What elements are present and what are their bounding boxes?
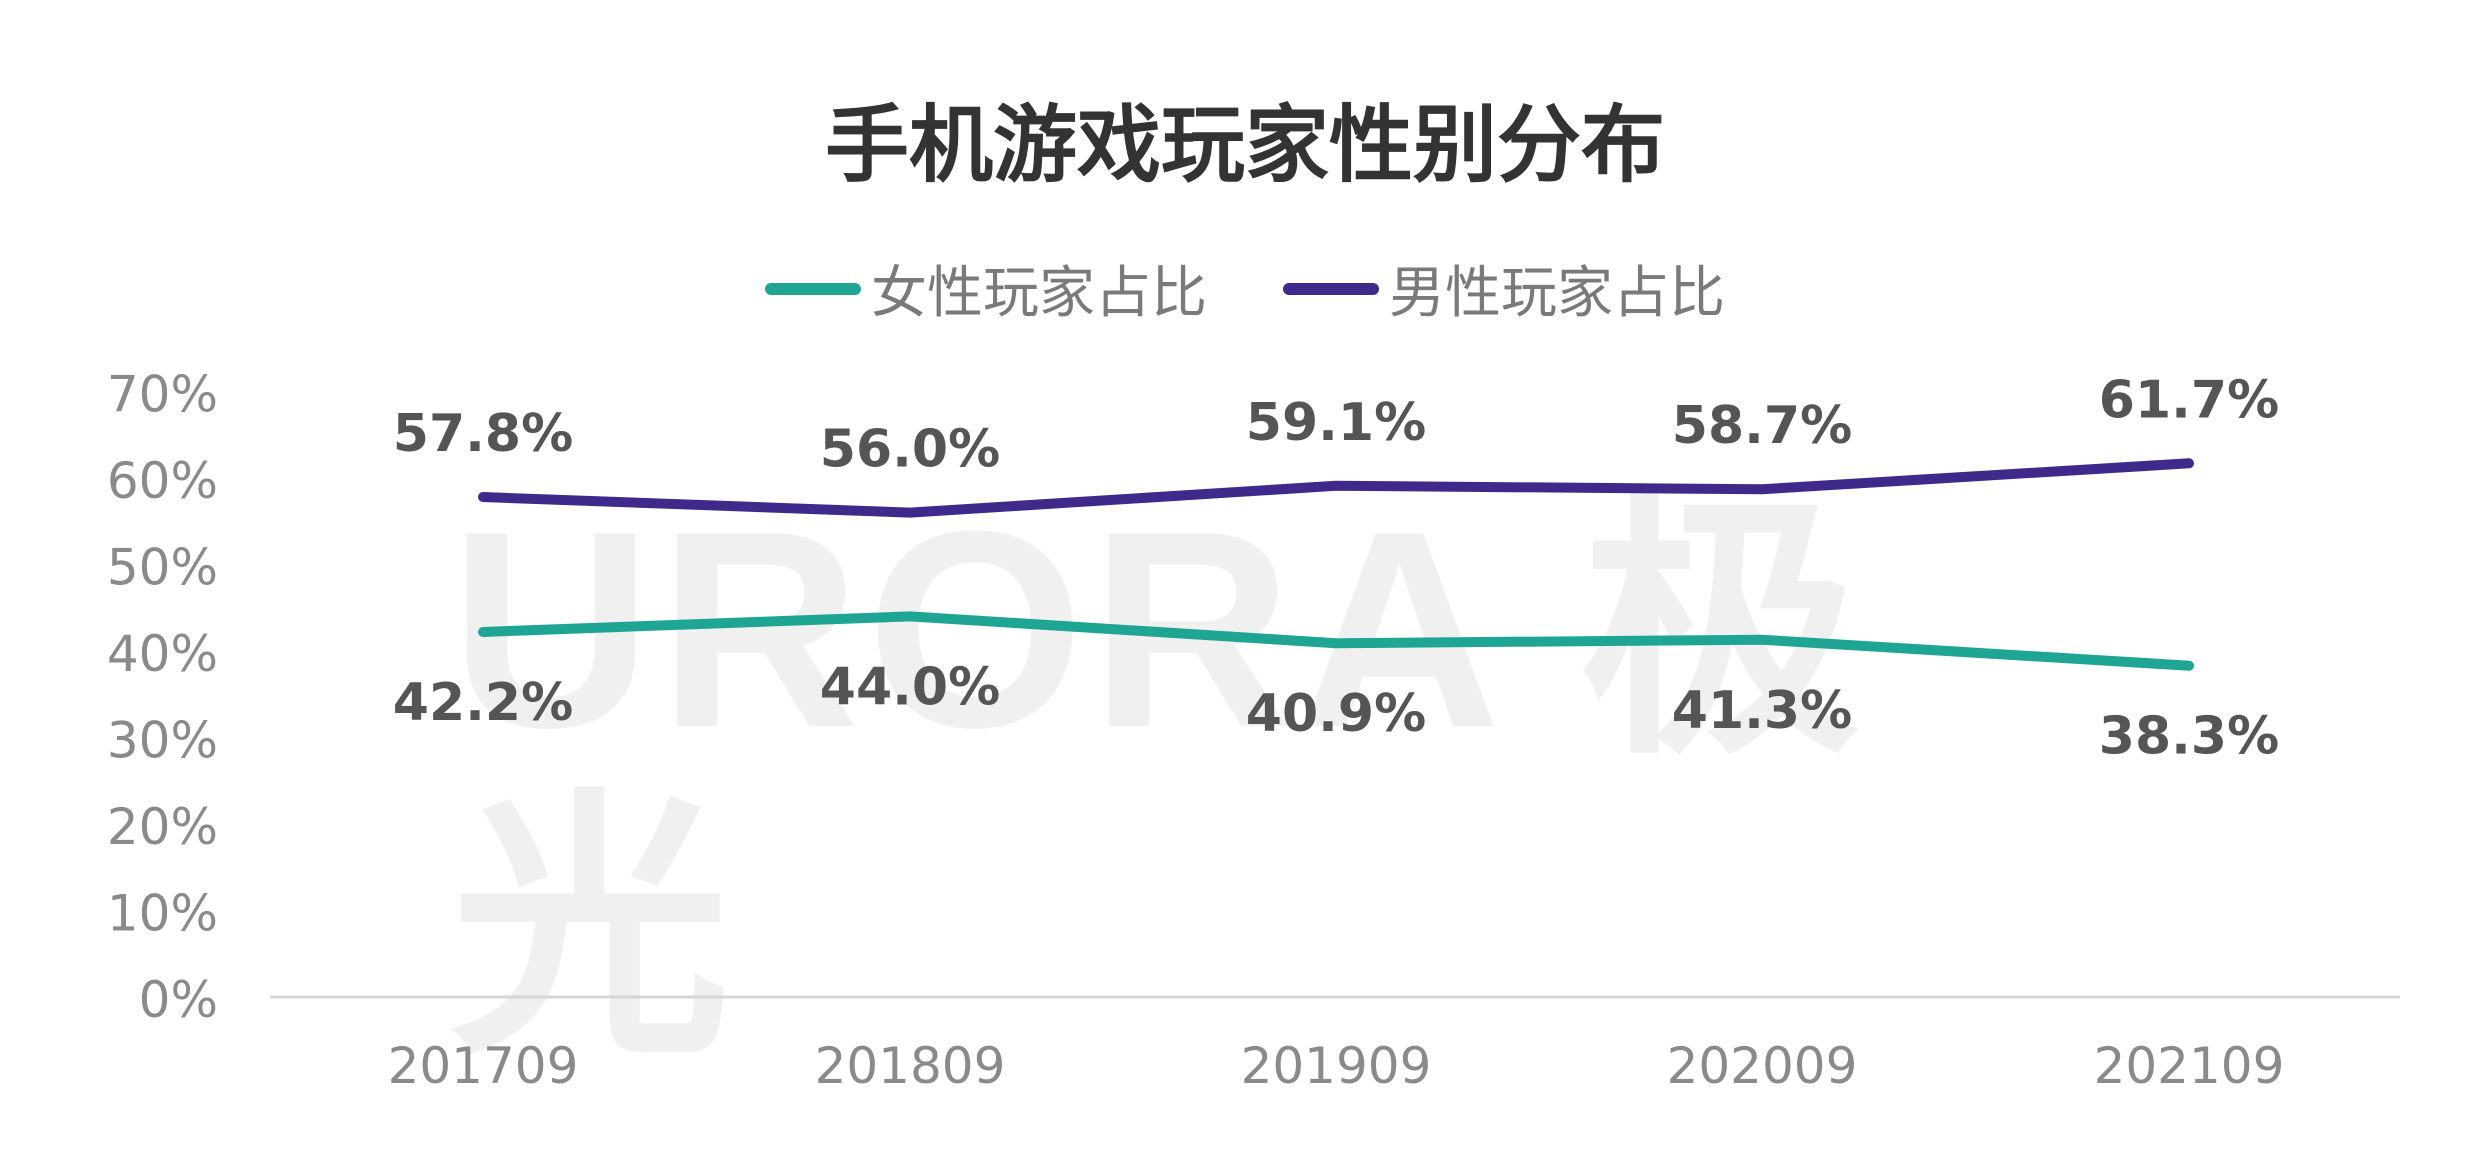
data-label-male: 58.7% xyxy=(1672,396,1852,456)
data-label-male: 56.0% xyxy=(820,420,1000,480)
data-label-female: 40.9% xyxy=(1246,684,1426,744)
legend-label-male: 男性玩家占比 xyxy=(1389,261,1725,326)
x-tick-label: 202109 xyxy=(2094,1037,2285,1095)
y-tick-label: 50% xyxy=(107,539,218,597)
y-tick-label: 70% xyxy=(107,366,218,424)
y-tick-label: 0% xyxy=(139,971,218,1029)
legend: 女性玩家占比 男性玩家占比 xyxy=(0,248,2490,329)
data-label-female: 38.3% xyxy=(2099,707,2279,767)
y-tick-label: 40% xyxy=(107,625,218,683)
data-label-male: 57.8% xyxy=(393,404,573,464)
data-label-female: 42.2% xyxy=(393,673,573,733)
legend-label-female: 女性玩家占比 xyxy=(871,261,1207,326)
data-label-male: 59.1% xyxy=(1246,393,1426,453)
series-line-male xyxy=(478,458,2194,518)
legend-item-male: 男性玩家占比 xyxy=(1283,248,1725,329)
data-label-female: 44.0% xyxy=(820,657,1000,717)
legend-swatch-female xyxy=(765,282,861,295)
chart-title: 手机游戏玩家性别分布 xyxy=(824,96,1665,194)
watermark: URORA 极光 xyxy=(450,474,1867,1086)
y-tick-label: 20% xyxy=(107,798,218,856)
x-tick-label: 201709 xyxy=(388,1037,579,1095)
data-label-female: 41.3% xyxy=(1672,681,1852,741)
y-tick-label: 60% xyxy=(107,452,218,510)
x-tick-label: 201809 xyxy=(815,1037,1006,1095)
legend-item-female: 女性玩家占比 xyxy=(765,248,1207,329)
x-tick-label: 201909 xyxy=(1241,1037,1432,1095)
legend-swatch-male xyxy=(1283,282,1379,295)
y-tick-label: 10% xyxy=(107,885,218,943)
x-tick-label: 202009 xyxy=(1667,1037,1858,1095)
series-line-female xyxy=(478,611,2194,671)
data-label-male: 61.7% xyxy=(2099,370,2279,430)
y-tick-label: 30% xyxy=(107,712,218,770)
